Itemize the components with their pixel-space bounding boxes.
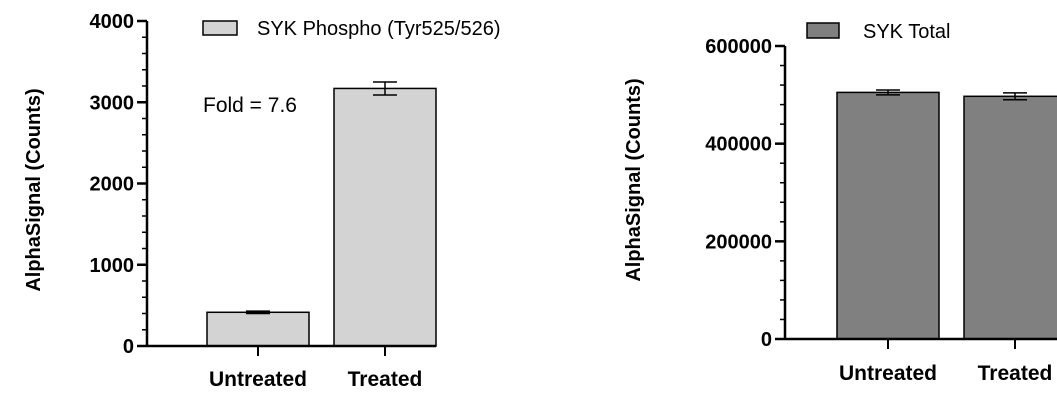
y-tick-label: 600000: [705, 36, 772, 58]
bar-treated: [333, 87, 437, 347]
legend-label: SYK Total: [863, 21, 950, 43]
plot-area: Untreated Treated 0 200000 400000 600000: [705, 36, 1057, 385]
y-tick-label: 2000: [90, 174, 135, 196]
y-tick-label: 400000: [705, 134, 772, 156]
chart-syk-total: AlphaSignal (Counts) SYK Total Untreated…: [600, 0, 1057, 392]
bar-untreated: [206, 311, 310, 347]
chart-syk-phospho-svg: AlphaSignal (Counts) SYK Phospho (Tyr525…: [23, 11, 500, 391]
chart-syk-phospho: AlphaSignal (Counts) SYK Phospho (Tyr525…: [23, 11, 500, 391]
legend-label: SYK Phospho (Tyr525/526): [257, 18, 500, 40]
bar-treated: [963, 95, 1057, 340]
y-axis-title: AlphaSignal (Counts): [623, 78, 645, 281]
plot-area: Untreated Treated 0 1000 2000 3000 4000: [90, 11, 437, 391]
legend: SYK Phospho (Tyr525/526): [202, 18, 500, 40]
legend: SYK Total: [806, 21, 950, 43]
x-tick-label-untreated: Untreated: [209, 368, 307, 391]
y-tick-label: 0: [761, 329, 772, 351]
bar-untreated: [836, 91, 940, 340]
x-tick-label-treated: Treated: [348, 368, 423, 391]
chart-syk-total-svg: AlphaSignal (Counts) SYK Total Untreated…: [623, 21, 1057, 385]
legend-swatch: [202, 20, 238, 36]
x-tick-label-treated: Treated: [978, 362, 1053, 385]
y-tick-label: 0: [123, 336, 134, 358]
y-axis-title: AlphaSignal (Counts): [23, 88, 45, 291]
y-tick-label: 200000: [705, 231, 772, 253]
y-tick-label: 4000: [90, 11, 135, 33]
y-tick-label: 1000: [90, 255, 135, 277]
x-tick-label-untreated: Untreated: [839, 362, 937, 385]
y-tick-label: 3000: [90, 92, 135, 114]
legend-swatch: [806, 22, 840, 39]
fold-annotation: Fold = 7.6: [203, 94, 297, 117]
